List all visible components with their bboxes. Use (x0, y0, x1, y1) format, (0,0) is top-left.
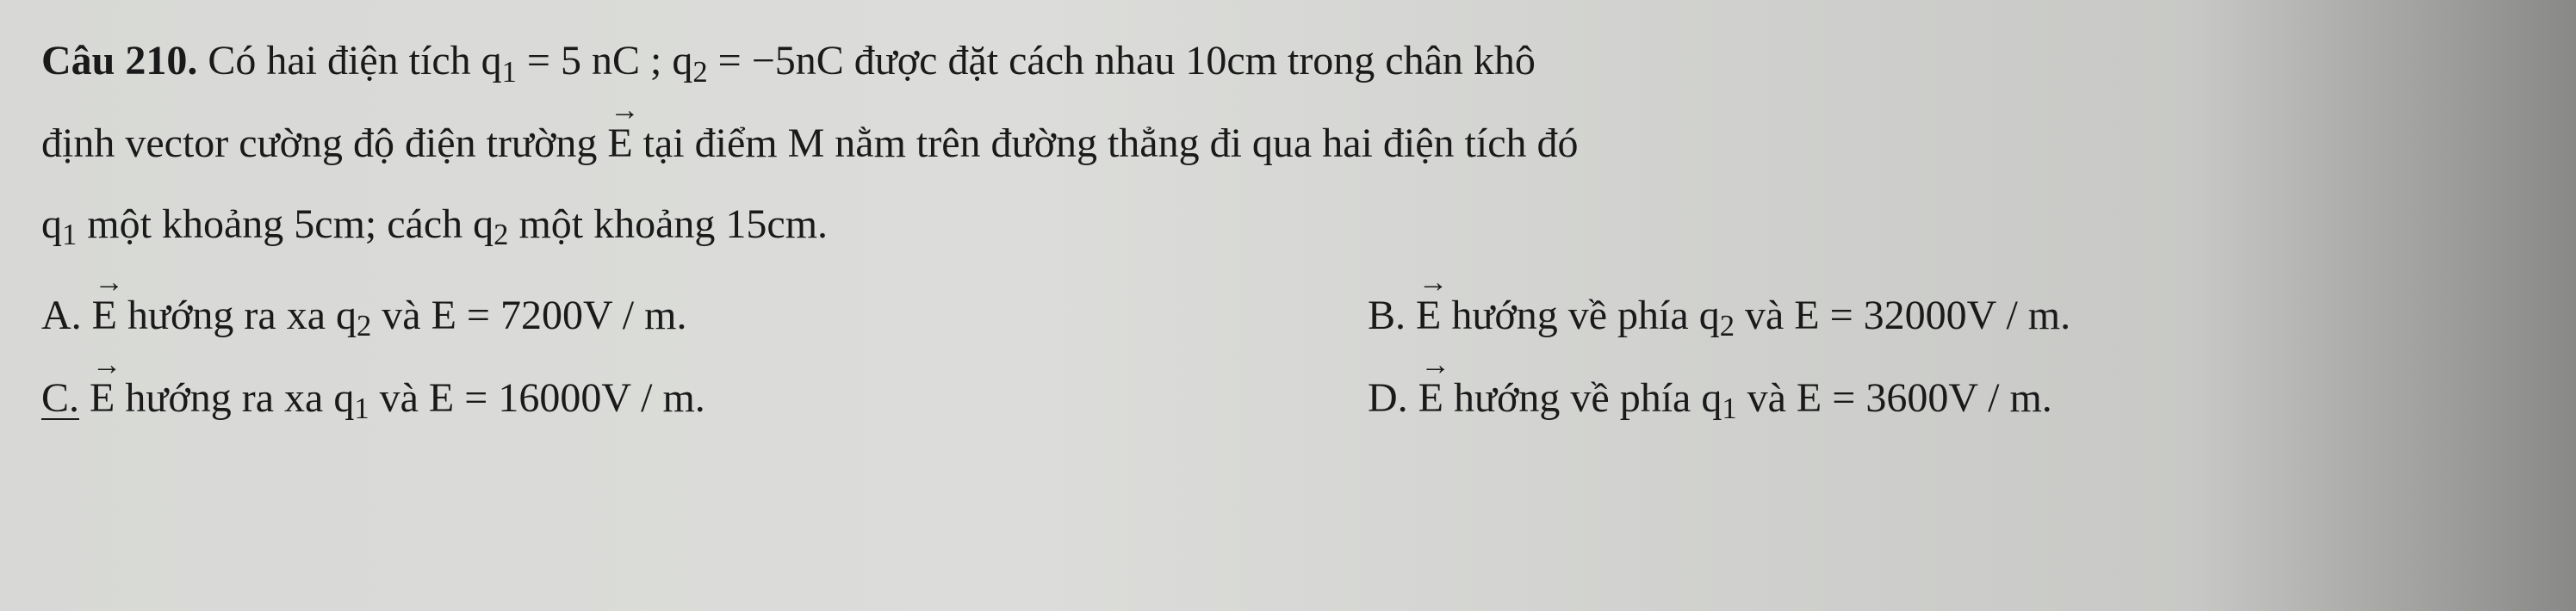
question-line-1: Câu 210. Có hai điện tích q1 = 5 nC ; q2… (41, 21, 2550, 103)
vector-e: E (90, 358, 115, 439)
option-d: D. E hướng về phía q1 và E = 3600V / m. (1368, 358, 2052, 441)
option-label: C. (41, 375, 79, 421)
text: Có hai điện tích q (197, 38, 501, 83)
subscript: 2 (357, 310, 371, 343)
text: một khoảng 5cm; cách q (77, 201, 493, 247)
question-label: Câu 210. (41, 38, 197, 83)
subscript: 2 (692, 56, 707, 89)
space (79, 375, 90, 421)
question-line-2: định vector cường độ điện trường E tại đ… (41, 103, 2550, 184)
text: và E = 7200V / m. (371, 293, 686, 338)
text: = −5nC được đặt cách nhau 10cm trong châ… (708, 38, 1536, 83)
text: một khoảng 15cm. (508, 201, 828, 247)
vector-e: E (1418, 358, 1443, 439)
subscript: 1 (354, 392, 369, 425)
text: hướng về phía q (1441, 293, 1719, 338)
option-label: B. (1368, 293, 1416, 338)
text: hướng về phía q (1443, 375, 1722, 421)
vector-e: E (607, 103, 632, 184)
text: hướng ra xa q (115, 375, 354, 421)
option-label: D. (1368, 375, 1418, 421)
option-c: C. E hướng ra xa q1 và E = 16000V / m. (41, 358, 1368, 441)
text: định vector cường độ điện trường (41, 120, 607, 166)
text: q (41, 201, 62, 247)
subscript: 1 (62, 219, 77, 251)
text: = 5 nC ; q (517, 38, 692, 83)
question-line-3: q1 một khoảng 5cm; cách q2 một khoảng 15… (41, 184, 2550, 267)
option-a: A. E hướng ra xa q2 và E = 7200V / m. (41, 275, 1368, 358)
question-page: Câu 210. Có hai điện tích q1 = 5 nC ; q2… (0, 0, 2576, 441)
text: tại điểm M nằm trên đường thẳng đi qua h… (633, 120, 1579, 166)
subscript: 1 (502, 56, 517, 89)
text: và E = 16000V / m. (369, 375, 705, 421)
subscript: 2 (1720, 310, 1735, 343)
subscript: 2 (493, 219, 508, 251)
options-block: A. E hướng ra xa q2 và E = 7200V / m. B.… (41, 275, 2550, 441)
text: và E = 32000V / m. (1735, 293, 2070, 338)
text: và E = 3600V / m. (1737, 375, 2052, 421)
option-label: A. (41, 293, 92, 338)
text: hướng ra xa q (117, 293, 357, 338)
option-b: B. E hướng về phía q2 và E = 32000V / m. (1368, 275, 2070, 358)
subscript: 1 (1722, 392, 1736, 425)
